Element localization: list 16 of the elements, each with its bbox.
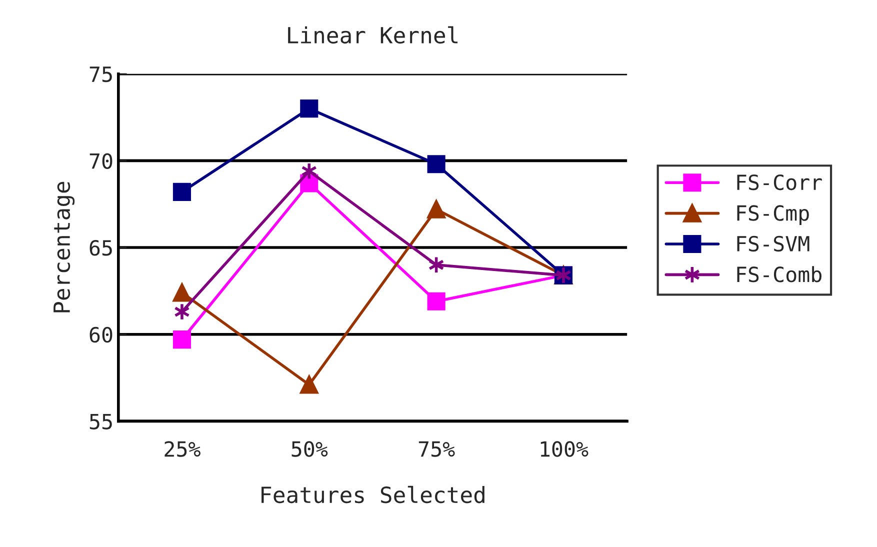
- y-tick-label: 70: [90, 153, 112, 169]
- y-tick-label: 55: [90, 414, 112, 430]
- y-tick-label: 65: [90, 240, 112, 256]
- x-tick-label: 25%: [164, 441, 200, 457]
- legend-label: FS-Cmp: [737, 205, 809, 225]
- x-axis-title: Features Selected: [262, 486, 484, 504]
- x-tick-label: 100%: [540, 441, 588, 457]
- y-tick-label: 75: [90, 66, 112, 82]
- y-axis-title: Percentage: [54, 182, 75, 312]
- chart-title: Linear Kernel: [288, 26, 458, 44]
- legend-label: FS-Comb: [737, 266, 822, 282]
- x-tick-label: 50%: [292, 441, 328, 457]
- x-tick-label: 75%: [418, 441, 455, 457]
- y-tick-label: 60: [90, 326, 112, 343]
- legend-label: FS-SVM: [737, 236, 810, 252]
- legend-label: FS-Corr: [737, 174, 822, 190]
